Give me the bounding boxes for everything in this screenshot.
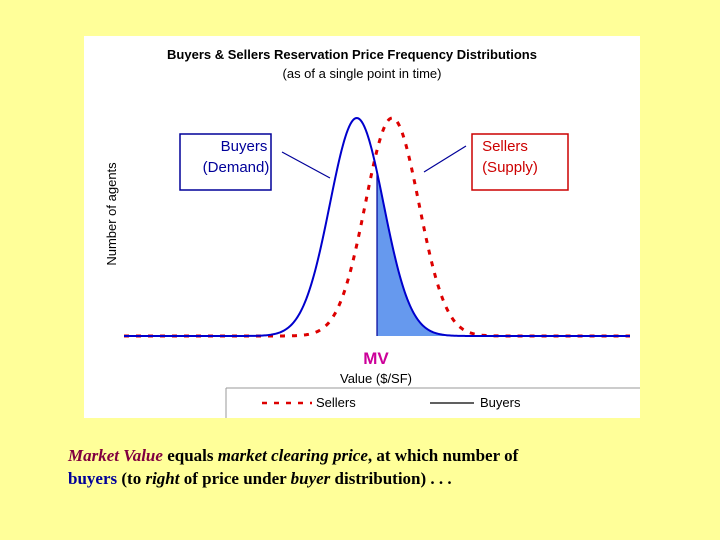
legend-sellers-label: Sellers — [316, 395, 356, 410]
sellers-annotation-pointer — [423, 145, 467, 173]
buyers-annotation-box — [179, 133, 272, 191]
y-axis-label: Number of agents — [104, 162, 119, 266]
buyers-right-of-mv-area — [377, 172, 630, 336]
sellers-annotation-line1: Sellers — [482, 138, 528, 155]
caption-market-value: Market Value — [68, 446, 163, 465]
buyers-annotation-pointer — [281, 151, 331, 179]
caption-buyer: buyer — [290, 469, 331, 488]
chart-title: Buyers & Sellers Reservation Price Frequ… — [167, 47, 537, 62]
market-value-label: MV — [363, 349, 389, 368]
caption-part: equals — [162, 446, 218, 465]
caption-part: of price under — [179, 469, 291, 488]
buyers-annotation-line1: Buyers — [221, 138, 268, 155]
sellers-annotation-line2: (Supply) — [482, 159, 538, 176]
legend: Sellers Buyers — [225, 387, 640, 418]
x-axis-label: Value ($/SF) — [340, 371, 412, 386]
caption-part: , at which number of — [367, 446, 519, 465]
caption-buyers: buyers — [68, 469, 118, 488]
chart-svg: Buyers & Sellers Reservation Price Frequ… — [104, 47, 640, 418]
buyers-series-line — [124, 116, 630, 337]
chart-subtitle: (as of a single point in time) — [283, 66, 442, 81]
sellers-annotation-box — [471, 133, 569, 191]
caption-part: distribution) . . . — [330, 469, 452, 488]
caption-text: Market Value equals market clearing pric… — [68, 444, 668, 490]
buyers-annotation-line2: (Demand) — [203, 159, 270, 176]
chart-panel: Buyers & Sellers Reservation Price Frequ… — [84, 36, 640, 418]
legend-buyers-label: Buyers — [480, 395, 521, 410]
caption-market-clearing-price: market clearing price — [217, 446, 368, 465]
caption-right: right — [145, 469, 180, 488]
caption-part: (to — [117, 469, 146, 488]
